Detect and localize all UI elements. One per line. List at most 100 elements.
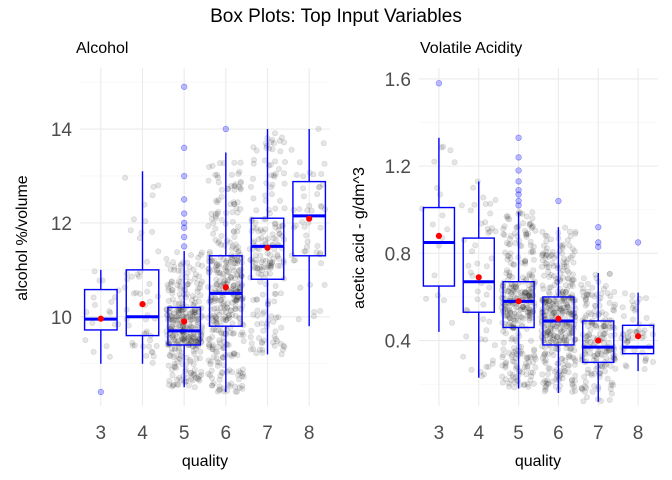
alcohol-jitter-point xyxy=(230,259,237,266)
alcohol-jitter-point xyxy=(168,349,175,356)
mean-point xyxy=(181,318,188,325)
volatile-acidity-jitter-point xyxy=(591,312,598,319)
alcohol-jitter-point xyxy=(174,249,181,256)
alcohol-jitter-point xyxy=(188,376,195,383)
volatile-acidity-jitter-point xyxy=(506,380,513,387)
alcohol-jitter-point xyxy=(247,333,254,340)
alcohol-jitter-point xyxy=(230,228,237,235)
volatile-acidity-jitter-point xyxy=(543,303,550,310)
volatile-acidity-jitter-point xyxy=(556,305,563,312)
volatile-acidity-jitter-point xyxy=(500,328,507,335)
alcohol-jitter-point xyxy=(235,223,242,230)
alcohol-jitter-point xyxy=(237,159,244,166)
alcohol-jitter-point xyxy=(91,301,98,308)
volatile-acidity-jitter-point xyxy=(546,365,553,372)
volatile-acidity-jitter-point xyxy=(543,260,550,267)
alcohol-jitter-point xyxy=(256,346,263,353)
volatile-acidity-jitter-point xyxy=(518,292,525,299)
alcohol-jitter-point xyxy=(163,255,170,262)
alcohol-jitter-point xyxy=(233,256,240,263)
volatile-acidity-jitter-point xyxy=(529,359,536,366)
alcohol-jitter-point xyxy=(220,315,227,322)
volatile-acidity-jitter-point xyxy=(510,344,517,351)
alcohol-jitter-point xyxy=(187,313,194,320)
volatile-acidity-jitter-point xyxy=(521,363,528,370)
alcohol-jitter-point xyxy=(253,207,260,214)
alcohol-jitter-points xyxy=(82,126,328,395)
volatile-acidity-jitter-point xyxy=(529,273,536,280)
volatile-acidity-jitter-point xyxy=(523,231,530,238)
volatile-acidity-jitter-point xyxy=(506,272,513,279)
alcohol-jitter-point xyxy=(213,267,220,274)
alcohol-y-axis-label: alcohol %/volume xyxy=(14,175,31,301)
volatile-acidity-jitter-point xyxy=(524,312,531,319)
alcohol-jitter-point xyxy=(181,338,188,345)
volatile-acidity-jitter-point xyxy=(543,297,550,304)
volatile-acidity-jitter-point xyxy=(558,333,565,340)
volatile-acidity-jitter-point xyxy=(583,291,590,298)
volatile-acidity-jitter-point xyxy=(558,355,565,362)
volatile-acidity-jitter-point xyxy=(434,292,441,299)
alcohol-jitter-point xyxy=(214,349,221,356)
volatile-acidity-jitter-point xyxy=(571,361,578,368)
alcohol-jitter-point xyxy=(169,290,176,297)
volatile-acidity-jitter-point xyxy=(480,301,487,308)
alcohol-jitter-point xyxy=(232,383,239,390)
alcohol-jitter-point xyxy=(170,332,177,339)
alcohol-jitter-point xyxy=(155,293,162,300)
volatile-acidity-jitter-point xyxy=(604,375,611,382)
alcohol-jitter-point xyxy=(252,252,259,259)
outlier-point xyxy=(181,233,188,241)
volatile-acidity-box-quality-4 xyxy=(462,181,495,378)
alcohol-jitter-point xyxy=(82,337,89,344)
volatile-acidity-jitter-point xyxy=(565,369,572,376)
figure-title: Box Plots: Top Input Variables xyxy=(210,6,462,27)
alcohol-jitter-point xyxy=(290,224,297,231)
alcohol-jitter-point xyxy=(233,297,240,304)
alcohol-jitter-point xyxy=(278,134,285,141)
alcohol-jitter-point xyxy=(302,248,309,255)
alcohol-jitter-point xyxy=(197,284,204,291)
alcohol-jitter-point xyxy=(250,160,257,167)
alcohol-jitter-point xyxy=(172,363,179,370)
volatile-acidity-x-tick-label: 3 xyxy=(434,423,445,444)
alcohol-jitter-point xyxy=(230,283,237,290)
volatile-acidity-jitter-point xyxy=(558,250,565,257)
alcohol-jitter-point xyxy=(247,183,254,190)
volatile-acidity-jitter-point xyxy=(559,310,566,317)
volatile-acidity-jitter-point xyxy=(629,334,636,341)
volatile-acidity-jitter-point xyxy=(517,290,524,297)
alcohol-jitter-point xyxy=(255,335,262,342)
volatile-acidity-jitter-point xyxy=(583,394,590,401)
alcohol-jitter-point xyxy=(184,313,191,320)
volatile-acidity-jitter-point xyxy=(566,345,573,352)
volatile-acidity-jitter-point xyxy=(559,245,566,252)
alcohol-jitter-point xyxy=(146,280,153,287)
alcohol-jitter-point xyxy=(189,297,196,304)
alcohol-jitter-point xyxy=(164,281,171,288)
alcohol-jitter-point xyxy=(212,263,219,270)
alcohol-jitter-point xyxy=(185,334,192,341)
volatile-acidity-jitter-point xyxy=(499,362,506,369)
alcohol-jitter-point xyxy=(186,321,193,328)
mean-point xyxy=(595,337,602,344)
volatile-acidity-jitter-point xyxy=(543,248,550,255)
alcohol-jitter-point xyxy=(173,364,180,371)
volatile-acidity-jitter-point xyxy=(515,317,522,324)
alcohol-jitter-point xyxy=(212,210,219,217)
alcohol-jitter-point xyxy=(189,316,196,323)
alcohol-jitter-point xyxy=(291,257,298,264)
volatile-acidity-jitter-point xyxy=(517,306,524,313)
volatile-acidity-x-tick-label: 4 xyxy=(473,423,484,444)
volatile-acidity-jitter-point xyxy=(550,309,557,316)
alcohol-jitter-point xyxy=(213,197,220,204)
volatile-acidity-jitter-point xyxy=(558,243,565,250)
volatile-acidity-jitter-point xyxy=(592,302,599,309)
volatile-acidity-jitter-point xyxy=(559,375,566,382)
alcohol-jitter-point xyxy=(190,308,197,315)
alcohol-jitter-point xyxy=(261,226,268,233)
volatile-acidity-jitter-point xyxy=(559,337,566,344)
volatile-acidity-jitter-point xyxy=(511,358,518,365)
volatile-acidity-jitter-point xyxy=(584,280,591,287)
volatile-acidity-jitter-point xyxy=(561,364,568,371)
